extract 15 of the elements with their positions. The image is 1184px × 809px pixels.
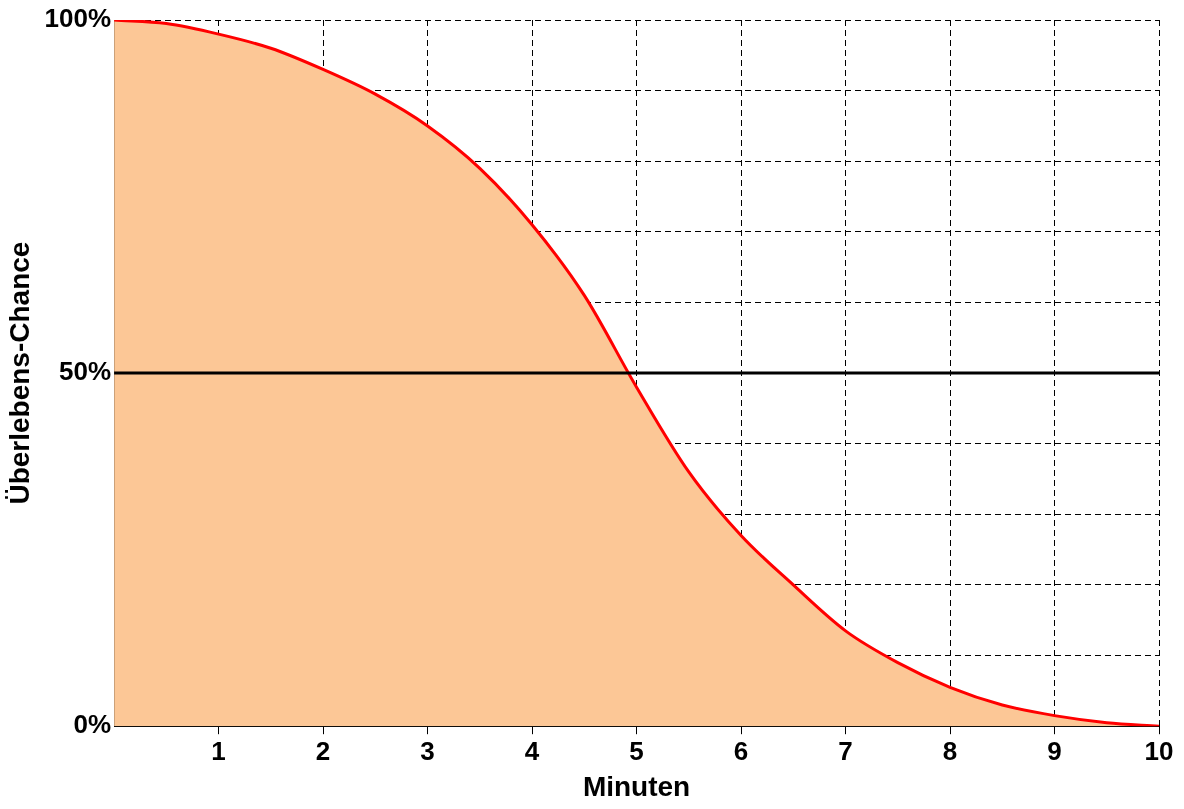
x-tick-label: 6 bbox=[733, 735, 749, 766]
x-tick-label: 5 bbox=[629, 735, 644, 766]
x-tick-label: 3 bbox=[420, 735, 435, 766]
y-tick-label: 100% bbox=[44, 3, 112, 34]
x-tick-label: 1 bbox=[211, 735, 226, 766]
x-tick-label: 2 bbox=[315, 735, 331, 766]
x-tick-label: 7 bbox=[838, 735, 853, 766]
y-axis-title: Überlebens-Chance bbox=[3, 241, 35, 505]
y-tick-label: 0% bbox=[73, 709, 112, 740]
y-tick-label: 50% bbox=[59, 356, 112, 387]
x-tick-label: 8 bbox=[942, 735, 958, 766]
x-tick-label: 10 bbox=[1144, 735, 1174, 766]
x-axis-title: Minuten bbox=[582, 770, 691, 802]
x-tick-label: 4 bbox=[524, 735, 540, 766]
x-tick-label: 9 bbox=[1047, 735, 1062, 766]
